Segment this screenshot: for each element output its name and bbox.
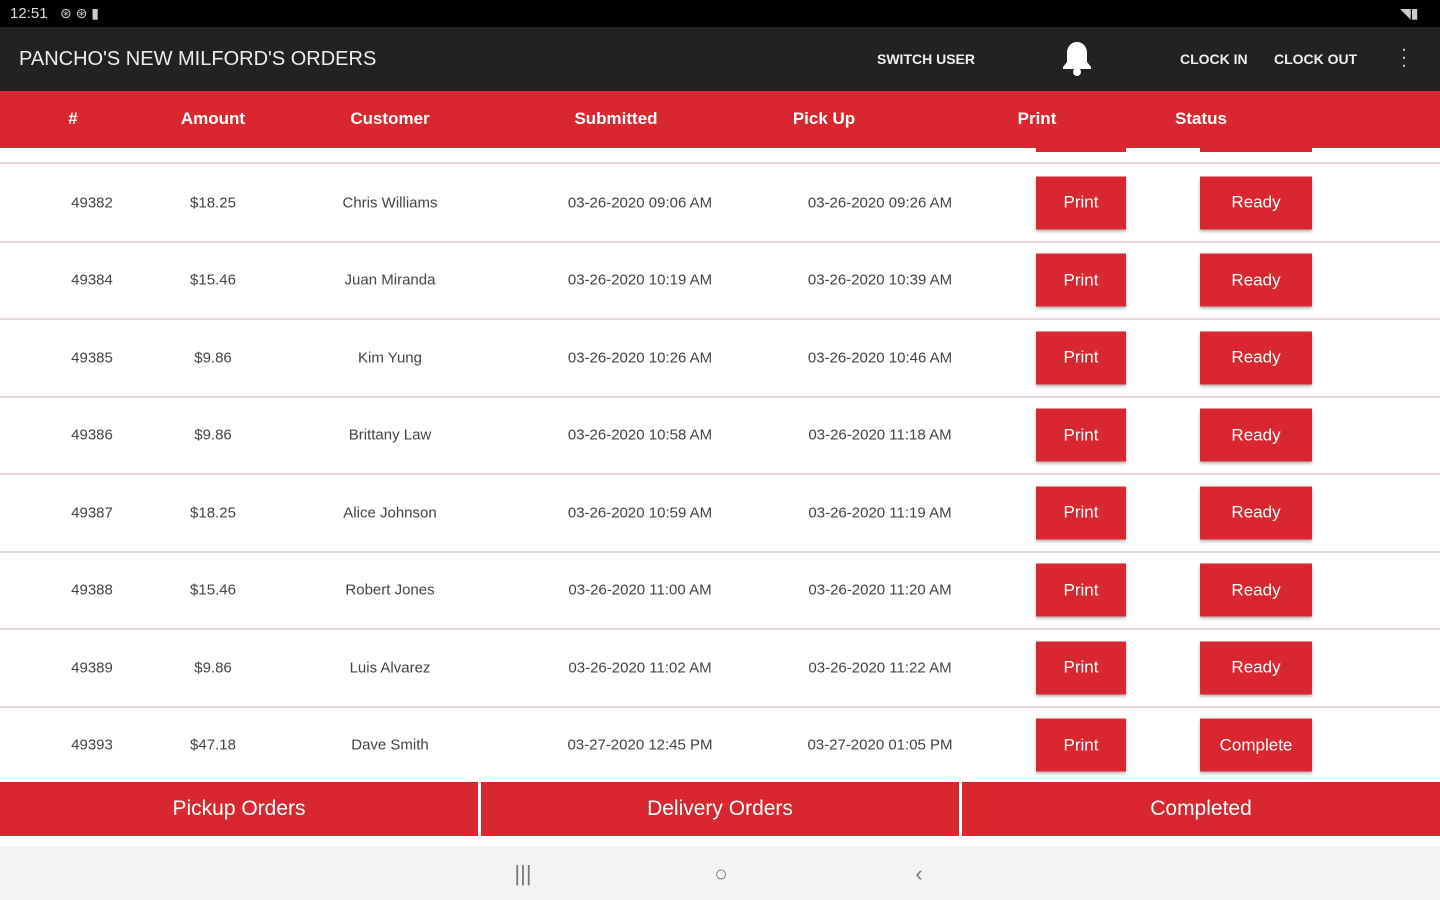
pickup-time: 03-27-2020 01:05 PM [807, 736, 953, 754]
order-amount: $9.86 [194, 349, 232, 367]
print-button[interactable]: Print [1036, 718, 1126, 772]
table-row: 49387 $18.25 Alice Johnson 03-26-2020 10:59… [0, 475, 1440, 553]
customer-name: Dave Smith [351, 736, 429, 754]
partial-status-button [1200, 148, 1312, 152]
table-row: 49388 $15.46 Robert Jones 03-26-2020 11:00 … [0, 553, 1440, 630]
submitted-time: 03-26-2020 11:00 AM [568, 581, 712, 599]
table-row: 49389 $9.86 Luis Alvarez 03-26-2020 11:02 A… [0, 630, 1440, 708]
pickup-time: 03-26-2020 10:39 AM [807, 271, 953, 289]
customer-name: Robert Jones [345, 581, 435, 599]
print-button[interactable]: Print [1036, 408, 1126, 462]
order-number: 49393 [71, 736, 113, 754]
col-print: Print [1017, 109, 1057, 128]
clock-in-button[interactable]: CLOCK IN [1180, 51, 1248, 67]
submitted-time: 03-26-2020 10:19 AM [567, 271, 713, 289]
table-row: 49384 $15.46 Juan Miranda 03-26-2020 10:19 … [0, 243, 1440, 320]
order-number: 49387 [71, 504, 113, 522]
partial-print-button [1036, 148, 1126, 152]
order-number: 49382 [71, 194, 113, 212]
submitted-time: 03-26-2020 10:59 AM [567, 504, 713, 522]
table-row: 49386 $9.86 Brittany Law 03-26-2020 10:58 A… [0, 398, 1440, 475]
submitted-time: 03-26-2020 10:26 AM [567, 349, 713, 367]
wifi-battery-icon: ◥▮ [1400, 5, 1419, 21]
order-number: 49386 [71, 426, 113, 444]
col-submitted: Submitted [574, 109, 658, 128]
pickup-time: 03-26-2020 11:20 AM [808, 581, 952, 599]
table-row: 49393 $47.18 Dave Smith 03-27-2020 12:45 PM… [0, 708, 1440, 783]
order-amount: $18.25 [190, 194, 236, 212]
pickup-time: 03-26-2020 09:26 AM [807, 194, 953, 212]
home-icon[interactable]: ○ [714, 861, 728, 886]
pickup-time: 03-26-2020 11:19 AM [808, 504, 952, 522]
page-title: PANCHO'S NEW MILFORD'S ORDERS [19, 48, 377, 70]
recents-icon[interactable]: ||| [514, 861, 532, 886]
print-button[interactable]: Print [1036, 563, 1126, 617]
customer-name: Kim Yung [358, 349, 422, 367]
customer-name: Alice Johnson [343, 504, 437, 522]
submitted-time: 03-26-2020 11:02 AM [568, 659, 712, 677]
app-bar: PANCHO'S NEW MILFORD'S ORDERS SWITCH USE… [0, 27, 1440, 91]
system-nav-bar: ||| ○ ‹ [0, 846, 1440, 900]
divider [0, 162, 1440, 164]
order-amount: $15.46 [190, 581, 236, 599]
status-button[interactable]: Ready [1200, 253, 1312, 307]
submitted-time: 03-27-2020 12:45 PM [567, 736, 713, 754]
order-amount: $18.25 [190, 504, 236, 522]
customer-name: Juan Miranda [344, 271, 436, 289]
status-button[interactable]: Ready [1200, 486, 1312, 540]
status-button[interactable]: Ready [1200, 408, 1312, 462]
notification-icon: ⊛ ⊛ ▮ [60, 5, 99, 21]
orders-list[interactable]: 49382 $18.25 Chris Williams 03-26-2020 09:0… [0, 148, 1440, 782]
order-number: 49385 [71, 349, 113, 367]
customer-name: Chris Williams [342, 194, 438, 212]
col-customer: Customer [350, 109, 430, 128]
submitted-time: 03-26-2020 10:58 AM [567, 426, 713, 444]
table-row: 49385 $9.86 Kim Yung 03-26-2020 10:26 AM 03-… [0, 320, 1440, 398]
status-button[interactable]: Ready [1200, 331, 1312, 385]
order-amount: $47.18 [190, 736, 236, 754]
clock-out-button[interactable]: CLOCK OUT [1274, 51, 1358, 67]
order-number: 49388 [71, 581, 113, 599]
status-button[interactable]: Ready [1200, 563, 1312, 617]
print-button[interactable]: Print [1036, 253, 1126, 307]
customer-name: Brittany Law [348, 426, 432, 444]
order-amount: $9.86 [194, 426, 232, 444]
print-button[interactable]: Print [1036, 331, 1126, 385]
print-button[interactable]: Print [1036, 486, 1126, 540]
order-amount: $9.86 [194, 659, 232, 677]
submitted-time: 03-26-2020 09:06 AM [567, 194, 713, 212]
back-icon[interactable]: ‹ [915, 861, 923, 886]
tab-pickup-orders[interactable]: Pickup Orders [0, 782, 478, 836]
switch-user-button[interactable]: SWITCH USER [877, 51, 975, 67]
tab-completed[interactable]: Completed [962, 782, 1440, 836]
col-amount: Amount [180, 109, 246, 128]
customer-name: Luis Alvarez [349, 659, 431, 677]
col-status: Status [1175, 109, 1227, 128]
print-button[interactable]: Print [1036, 641, 1126, 695]
status-button[interactable]: Complete [1200, 718, 1312, 772]
order-number: 49389 [71, 659, 113, 677]
more-options-icon[interactable]: · · · [1400, 36, 1408, 77]
bottom-tabs: Pickup Orders Delivery Orders Completed [0, 782, 1440, 836]
pickup-time: 03-26-2020 11:22 AM [808, 659, 952, 677]
tab-delivery-orders[interactable]: Delivery Orders [481, 782, 959, 836]
print-button[interactable]: Print [1036, 176, 1126, 230]
pickup-time: 03-26-2020 11:18 AM [808, 426, 952, 444]
order-number: 49384 [71, 271, 113, 289]
bell-icon[interactable] [1060, 39, 1094, 77]
col-pickup: Pick Up [792, 109, 856, 128]
table-row: 49382 $18.25 Chris Williams 03-26-2020 09:0… [0, 165, 1440, 243]
table-header: # Amount Customer Submitted Pick Up Prin… [0, 91, 1440, 148]
pickup-time: 03-26-2020 10:46 AM [807, 349, 953, 367]
order-amount: $15.46 [190, 271, 236, 289]
col-number: # [68, 109, 78, 128]
status-button[interactable]: Ready [1200, 176, 1312, 230]
clock-time: 12:51 [10, 5, 48, 22]
status-button[interactable]: Ready [1200, 641, 1312, 695]
status-bar: 12:51 ⊛ ⊛ ▮ ◥▮ [0, 0, 1440, 27]
